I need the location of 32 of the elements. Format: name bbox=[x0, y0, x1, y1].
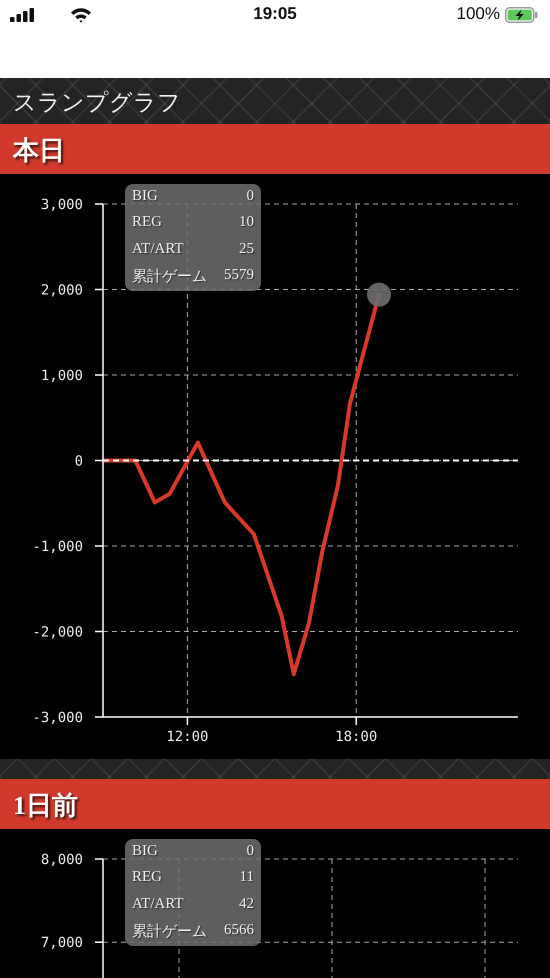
annotation: 累計ゲーム bbox=[132, 922, 207, 941]
y-tick-label: -3,000 bbox=[32, 710, 83, 726]
annotation: REG bbox=[132, 869, 162, 886]
text: スランプグラフ bbox=[13, 89, 181, 117]
chart-title: 本日 bbox=[13, 135, 65, 167]
annotation: 42 bbox=[239, 896, 254, 913]
annotation: 25 bbox=[239, 240, 254, 258]
annotation: 11 bbox=[240, 869, 254, 886]
text: 100% bbox=[456, 4, 500, 24]
y-tick-label: -1,000 bbox=[32, 538, 83, 555]
y-tick-label: 1,000 bbox=[40, 368, 83, 384]
annotation: 5579 bbox=[224, 266, 254, 284]
annotation: BIG bbox=[132, 843, 158, 860]
annotation: 6566 bbox=[224, 922, 254, 939]
annotation: 累計ゲーム bbox=[132, 268, 207, 286]
chart-title: 1日前 bbox=[13, 790, 78, 822]
annotation: 0 bbox=[246, 843, 254, 860]
y-tick-label: 0 bbox=[74, 453, 83, 470]
annotation: 10 bbox=[239, 214, 254, 232]
x-tick-label: 18:00 bbox=[335, 728, 378, 745]
y-tick-label: 3,000 bbox=[40, 196, 83, 213]
y-tick-label: -2,000 bbox=[32, 624, 83, 640]
annotation: 0 bbox=[246, 188, 254, 205]
y-tick-label: 8,000 bbox=[40, 852, 83, 868]
annotation: AT/ART bbox=[132, 240, 184, 258]
y-tick-label: 2,000 bbox=[40, 282, 83, 298]
annotation: REG bbox=[132, 214, 162, 232]
text: 19:05 bbox=[253, 4, 297, 24]
annotation: AT/ART bbox=[132, 896, 184, 913]
y-tick-label: 7,000 bbox=[40, 935, 83, 952]
annotation: BIG bbox=[132, 188, 158, 205]
x-tick-label: 12:00 bbox=[166, 728, 208, 745]
